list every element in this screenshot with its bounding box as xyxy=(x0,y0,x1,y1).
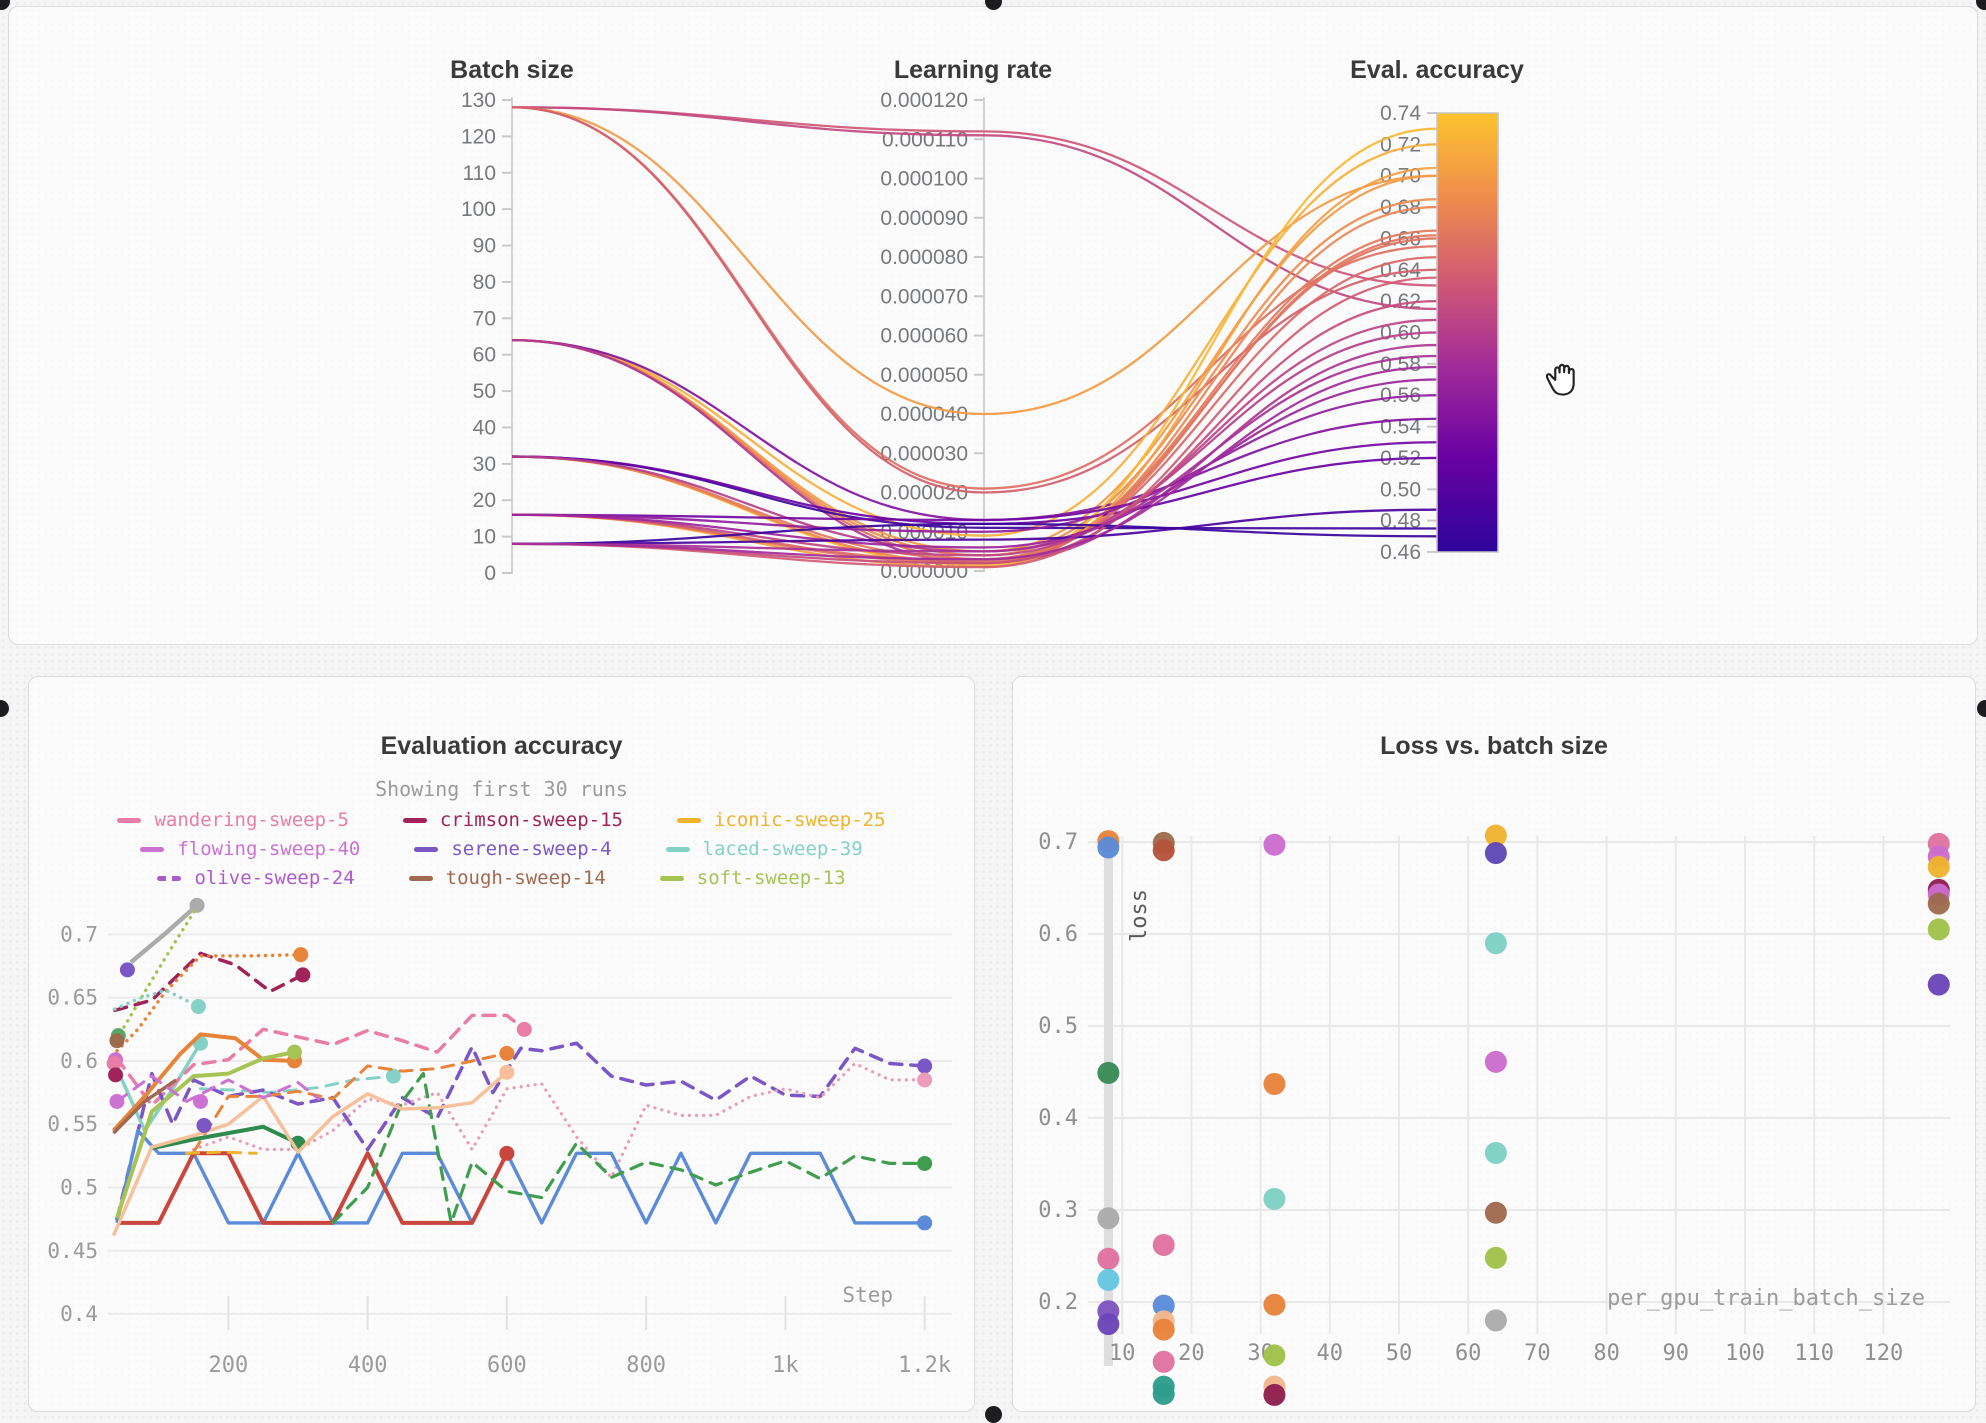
legend-label: serene-sweep-4 xyxy=(451,838,611,860)
legend-item[interactable]: flowing-sweep-40 xyxy=(140,838,360,860)
resize-handle[interactable] xyxy=(1977,700,1986,717)
legend-label: wandering-sweep-5 xyxy=(154,809,348,831)
legend-swatch xyxy=(414,847,438,852)
legend-item[interactable]: soft-sweep-13 xyxy=(660,867,846,889)
legend-swatch xyxy=(117,818,141,823)
legend-label: iconic-sweep-25 xyxy=(714,809,886,831)
evaluation-accuracy-title: Evaluation accuracy xyxy=(28,732,975,761)
legend-row: wandering-sweep-5 crimson-sweep-15 iconic-… xyxy=(117,806,885,834)
legend-item[interactable]: crimson-sweep-15 xyxy=(403,809,623,831)
legend-label: laced-sweep-39 xyxy=(703,838,863,860)
run-legend: wandering-sweep-5 crimson-sweep-15 iconic-… xyxy=(40,806,963,892)
resize-handle[interactable] xyxy=(0,700,9,717)
legend-swatch xyxy=(140,847,164,852)
legend-item[interactable]: olive-sweep-24 xyxy=(157,867,354,889)
legend-label: tough-sweep-14 xyxy=(446,867,606,889)
legend-row: flowing-sweep-40 serene-sweep-4 laced-swee… xyxy=(140,835,862,863)
legend-item[interactable]: laced-sweep-39 xyxy=(666,838,863,860)
legend-item[interactable]: serene-sweep-4 xyxy=(414,838,611,860)
legend-swatch xyxy=(660,876,684,881)
legend-label: olive-sweep-24 xyxy=(194,867,354,889)
resize-handle[interactable] xyxy=(0,0,10,10)
grab-hand-cursor xyxy=(1538,352,1584,403)
legend-label: flowing-sweep-40 xyxy=(177,838,360,860)
legend-swatch xyxy=(157,876,181,881)
parallel-coordinates-panel[interactable] xyxy=(8,6,1978,645)
legend-label: soft-sweep-13 xyxy=(697,867,846,889)
resize-handle[interactable] xyxy=(1976,0,1986,10)
legend-swatch xyxy=(403,818,427,823)
loss-vs-batch-size-title: Loss vs. batch size xyxy=(1012,732,1976,761)
legend-item[interactable]: tough-sweep-14 xyxy=(409,867,606,889)
batch-size-axis-title: Batch size xyxy=(332,56,692,85)
legend-item[interactable]: wandering-sweep-5 xyxy=(117,809,348,831)
legend-item[interactable]: iconic-sweep-25 xyxy=(677,809,886,831)
legend-swatch xyxy=(666,847,690,852)
legend-row: olive-sweep-24 tough-sweep-14 soft-sweep-1… xyxy=(157,864,845,892)
loss-vs-batch-size-panel[interactable] xyxy=(1012,676,1976,1412)
learning-rate-axis-title: Learning rate xyxy=(793,56,1153,85)
legend-swatch xyxy=(677,818,701,823)
legend-label: crimson-sweep-15 xyxy=(440,809,623,831)
showing-runs-subtitle: Showing first 30 runs xyxy=(28,777,975,801)
eval-accuracy-axis-title: Eval. accuracy xyxy=(1257,56,1617,85)
legend-swatch xyxy=(409,876,433,881)
